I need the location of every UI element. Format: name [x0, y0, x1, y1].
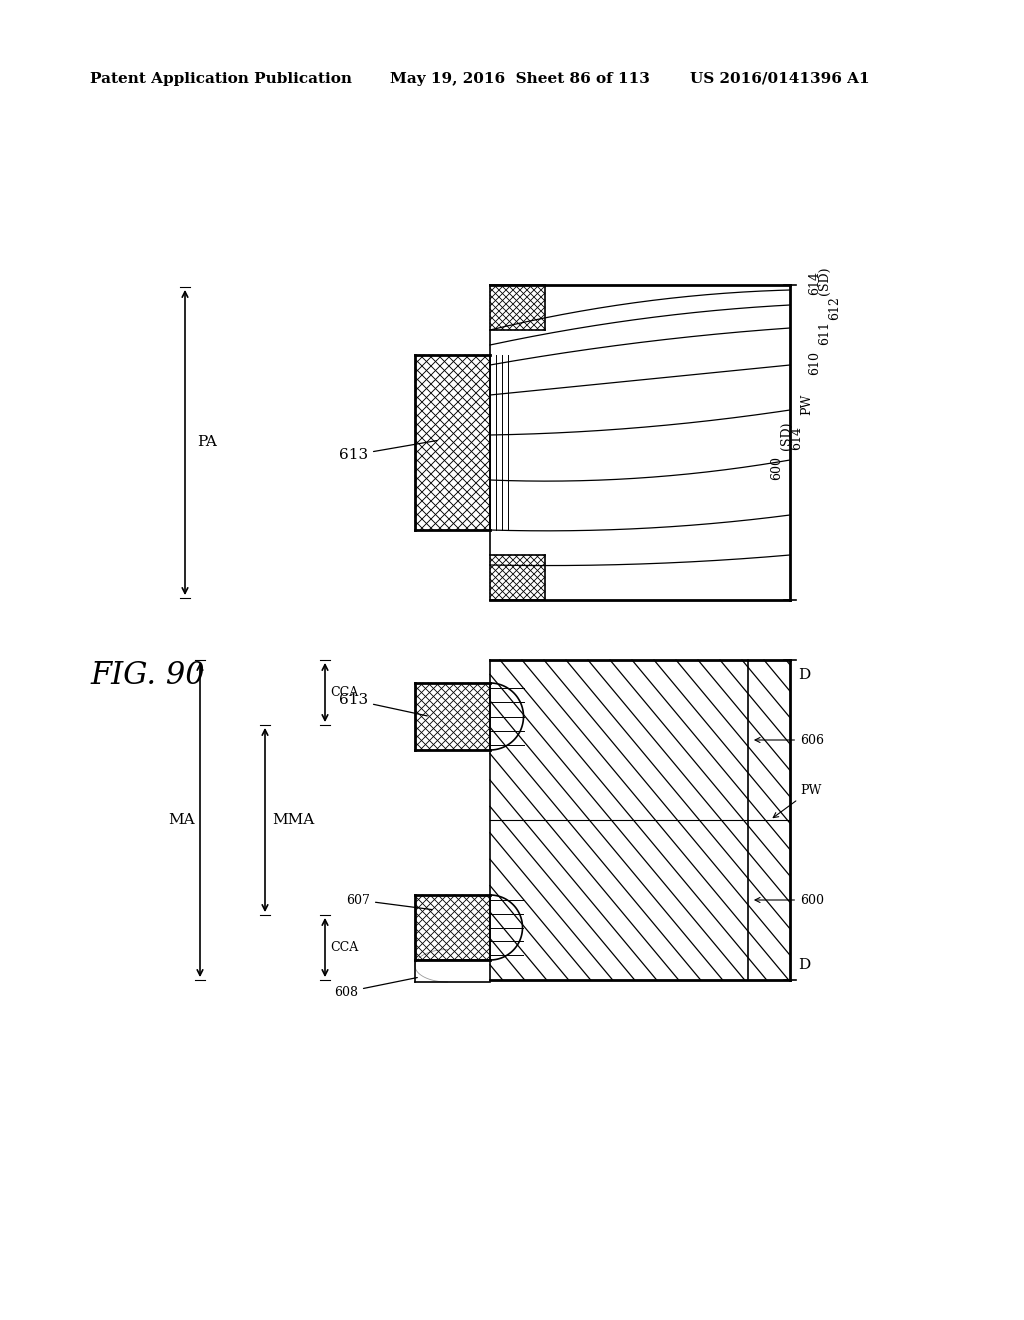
Text: 600: 600 [770, 455, 783, 480]
Text: 607: 607 [346, 894, 432, 909]
Text: D: D [798, 668, 810, 682]
Text: 611: 611 [818, 321, 831, 345]
Text: MA: MA [168, 813, 195, 828]
Text: Patent Application Publication: Patent Application Publication [90, 73, 352, 86]
Text: US 2016/0141396 A1: US 2016/0141396 A1 [690, 73, 869, 86]
Text: 614: 614 [808, 271, 821, 294]
Text: 613: 613 [339, 693, 427, 715]
Text: PA: PA [197, 436, 217, 450]
Text: PW: PW [773, 784, 821, 817]
Text: 600: 600 [755, 894, 824, 907]
Text: 608: 608 [334, 978, 417, 998]
Text: May 19, 2016  Sheet 86 of 113: May 19, 2016 Sheet 86 of 113 [390, 73, 650, 86]
Text: 614: 614 [790, 426, 803, 450]
Text: 613: 613 [339, 441, 437, 462]
Text: 610: 610 [808, 351, 821, 375]
Text: D: D [798, 958, 810, 972]
Text: PW: PW [800, 393, 813, 414]
Text: CCA: CCA [330, 686, 358, 700]
Text: (SD): (SD) [780, 421, 793, 450]
Text: (SD): (SD) [818, 267, 831, 294]
Text: FIG. 90: FIG. 90 [90, 660, 205, 690]
Text: MMA: MMA [272, 813, 314, 828]
Text: 612: 612 [828, 296, 841, 319]
Text: 606: 606 [755, 734, 824, 747]
Text: CCA: CCA [330, 941, 358, 954]
